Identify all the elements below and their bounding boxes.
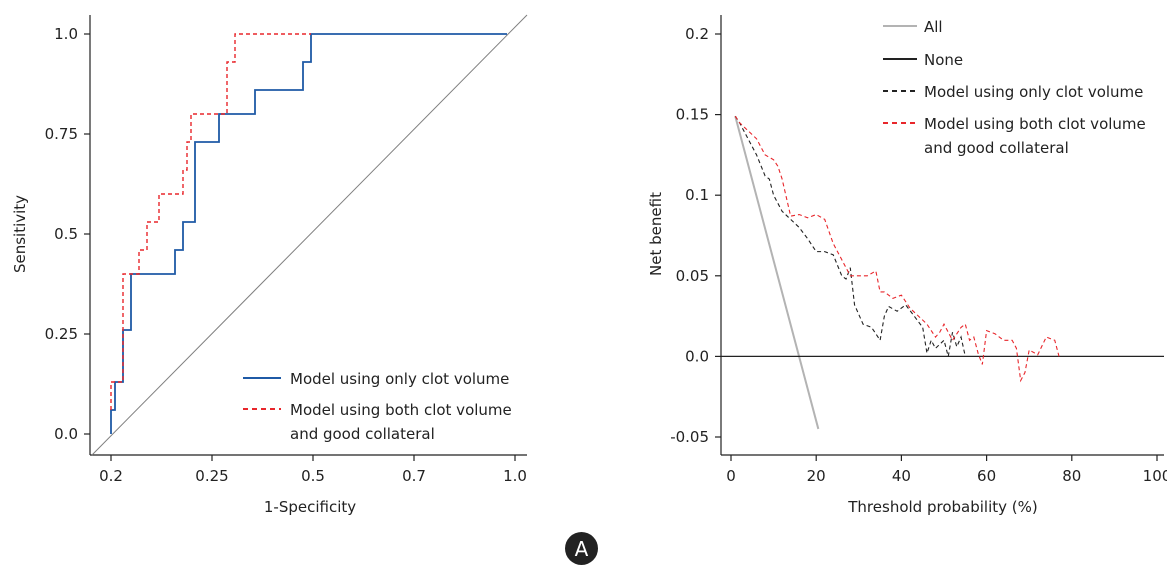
dca-legend-label-all: All bbox=[924, 18, 943, 36]
dca-line-only-clot bbox=[734, 115, 966, 357]
roc-y-tick-label: 1.0 bbox=[54, 25, 78, 43]
dca-x-tick-label: 100 bbox=[1143, 467, 1167, 485]
decision-curve-chart: -0.05 0.0 0.05 0.1 0.15 0.2 0 20 40 60 80 100 Thresh… bbox=[647, 15, 1167, 516]
dca-x-tick-label: 0 bbox=[726, 467, 736, 485]
dca-x-tick-label: 60 bbox=[977, 467, 996, 485]
dca-legend: All None Model using only clot volume Model… bbox=[883, 18, 1146, 157]
roc-y-axis-label: Sensitivity bbox=[11, 195, 29, 273]
dca-y-tick-label: -0.05 bbox=[670, 428, 709, 446]
dca-y-tick-label: 0.1 bbox=[685, 186, 709, 204]
dca-y-tick-label: 0.15 bbox=[676, 106, 709, 124]
dca-y-tick-label: 0.0 bbox=[685, 347, 709, 365]
roc-y-tick-label: 0.5 bbox=[54, 225, 78, 243]
dca-y-tick-label: 0.05 bbox=[676, 267, 709, 285]
dca-legend-label-both: Model using both clot volume bbox=[924, 115, 1146, 133]
roc-x-tick-label: 0.5 bbox=[301, 467, 325, 485]
roc-legend-label-both-line1: Model using both clot volume bbox=[290, 401, 512, 419]
dca-legend-label-only-clot: Model using only clot volume bbox=[924, 83, 1143, 101]
dca-x-tick-label: 20 bbox=[807, 467, 826, 485]
panel-label: A bbox=[565, 532, 598, 565]
dca-line-all bbox=[734, 115, 820, 430]
roc-reference-diagonal bbox=[91, 14, 528, 456]
roc-legend-label-only-clot: Model using only clot volume bbox=[290, 370, 509, 388]
dca-x-axis-label: Threshold probability (%) bbox=[847, 498, 1037, 516]
dca-line-both bbox=[734, 115, 1060, 383]
roc-x-tick-label: 0.7 bbox=[402, 467, 426, 485]
dca-x-tick-label: 40 bbox=[892, 467, 911, 485]
dca-legend-label-none: None bbox=[924, 51, 963, 69]
roc-legend-label-both-line2: and good collateral bbox=[290, 425, 435, 443]
roc-x-axis-label: 1-Specificity bbox=[264, 498, 356, 516]
roc-x-tick-label: 0.2 bbox=[99, 467, 123, 485]
dca-legend-label-both-line2: and good collateral bbox=[924, 139, 1069, 157]
roc-y-tick-label: 0.25 bbox=[45, 325, 78, 343]
roc-chart: 0.0 0.25 0.5 0.75 1.0 0.2 0.25 0.5 0.7 1.0 1-Speci… bbox=[11, 14, 528, 516]
dca-y-axis-label: Net benefit bbox=[647, 192, 665, 276]
roc-y-tick-label: 0.0 bbox=[54, 425, 78, 443]
dca-y-tick-label: 0.2 bbox=[685, 25, 709, 43]
dca-x-tick-label: 80 bbox=[1062, 467, 1081, 485]
roc-x-tick-label: 1.0 bbox=[503, 467, 527, 485]
roc-curve-both bbox=[110, 33, 311, 410]
roc-y-tick-label: 0.75 bbox=[45, 125, 78, 143]
roc-x-tick-label: 0.25 bbox=[195, 467, 228, 485]
roc-legend: Model using only clot volume Model using … bbox=[243, 370, 512, 443]
